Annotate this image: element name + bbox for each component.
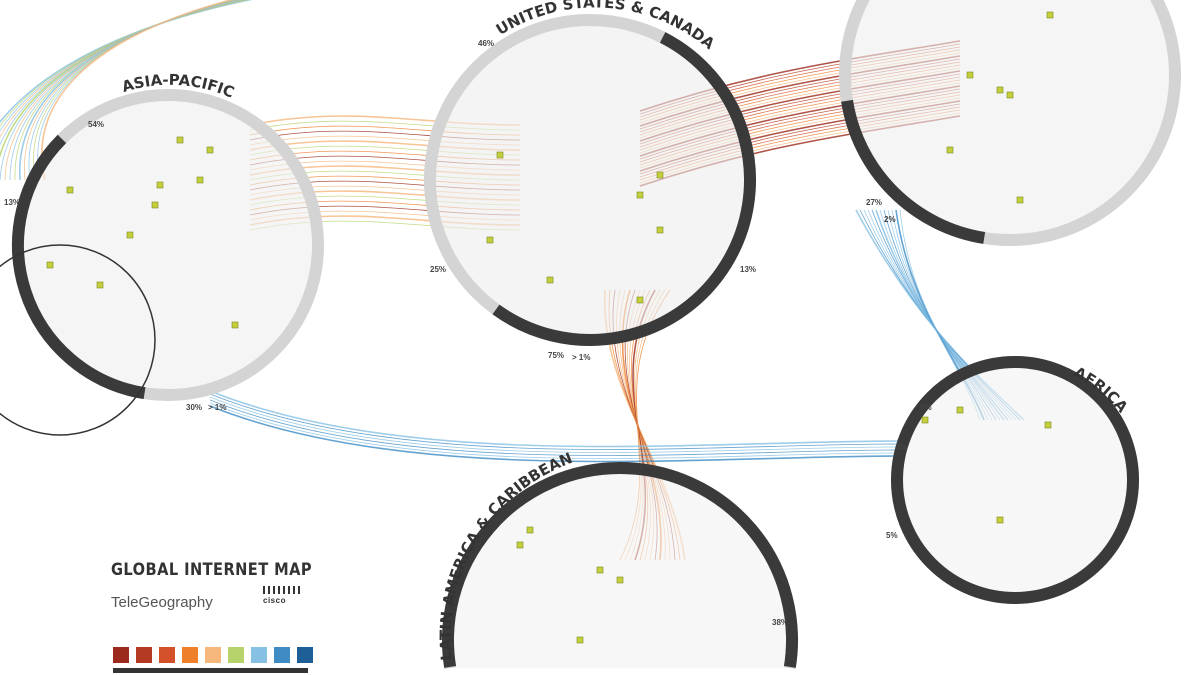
city-node [176, 136, 184, 144]
pct-asia-bottom2: > 1% [208, 403, 226, 412]
region-map-africa [897, 362, 1133, 598]
city-node [656, 226, 664, 234]
connection-line [209, 390, 901, 448]
pct-us-bottom2: > 1% [572, 353, 590, 362]
city-node [576, 636, 584, 644]
connection-line [209, 399, 901, 456]
city-node [1046, 11, 1054, 19]
city-node [96, 281, 104, 289]
city-node [921, 416, 929, 424]
legend-swatch [274, 647, 290, 663]
region-map-latin-america [448, 468, 792, 668]
connection-line [41, 0, 235, 181]
legend-axis [113, 668, 308, 673]
city-node [546, 276, 554, 284]
city-node [596, 566, 604, 574]
sub-region-outline [0, 244, 156, 436]
pct-africa-2: 4% [896, 443, 908, 452]
city-node [656, 171, 664, 179]
city-node [231, 321, 239, 329]
city-node [151, 201, 159, 209]
telegeography-logo: TeleGeography [111, 594, 213, 611]
pct-asia-top: 54% [88, 120, 104, 129]
connection-line [209, 405, 901, 463]
region-ring-share-europe [841, 99, 986, 244]
legend-swatch [159, 647, 175, 663]
pct-africa-3: 5% [886, 531, 898, 540]
region-ring-europe [839, 0, 1181, 246]
pct-europe-2: 2% [884, 215, 896, 224]
city-node [496, 151, 504, 159]
city-node [526, 526, 534, 534]
city-node [1044, 421, 1052, 429]
city-node [966, 71, 974, 79]
city-node [516, 541, 524, 549]
cisco-bars-icon [263, 586, 303, 594]
legend-swatch [251, 647, 267, 663]
city-node [1006, 91, 1014, 99]
pct-latam: 38% [772, 618, 788, 627]
legend-swatch [136, 647, 152, 663]
connection-line [209, 396, 901, 453]
legend-swatch [182, 647, 198, 663]
city-node [126, 231, 134, 239]
connection-line [209, 402, 901, 459]
cisco-logo: cisco [263, 596, 286, 605]
city-node [156, 181, 164, 189]
city-node [996, 516, 1004, 524]
region-ring-share-latin-america [442, 462, 798, 668]
pct-us-right: 13% [740, 265, 756, 274]
map-title: GLOBAL INTERNET MAP [111, 560, 313, 580]
pct-asia-left: 13% [4, 198, 20, 207]
region-map-asia-pacific [18, 95, 318, 395]
city-node [636, 191, 644, 199]
region-map-europe [845, 0, 1175, 240]
region-map-us-canada [430, 20, 750, 340]
region-ring-share-africa [891, 356, 1139, 604]
pct-asia-bottom: 30% [186, 403, 202, 412]
legend-swatch [205, 647, 221, 663]
city-node [66, 186, 74, 194]
city-node [996, 86, 1004, 94]
city-node [486, 236, 494, 244]
city-node [956, 406, 964, 414]
pct-us-left: 25% [430, 265, 446, 274]
connection-line [209, 393, 901, 450]
region-ring-share-us-canada [492, 32, 756, 346]
region-ring-share-asia-pacific [12, 134, 146, 400]
city-node [946, 146, 954, 154]
city-node [636, 296, 644, 304]
pct-europe-1: 27% [866, 198, 882, 207]
pct-us-bottom: 75% [548, 351, 564, 360]
legend-swatch [297, 647, 313, 663]
legend-swatch [113, 647, 129, 663]
color-legend [113, 647, 313, 663]
city-node [206, 146, 214, 154]
city-node [196, 176, 204, 184]
city-node [616, 576, 624, 584]
pct-us-top: 46% [478, 39, 494, 48]
city-node [1016, 196, 1024, 204]
region-circles [0, 0, 1181, 669]
city-node [46, 261, 54, 269]
pct-africa-1: 5% [920, 403, 932, 412]
legend-swatch [228, 647, 244, 663]
